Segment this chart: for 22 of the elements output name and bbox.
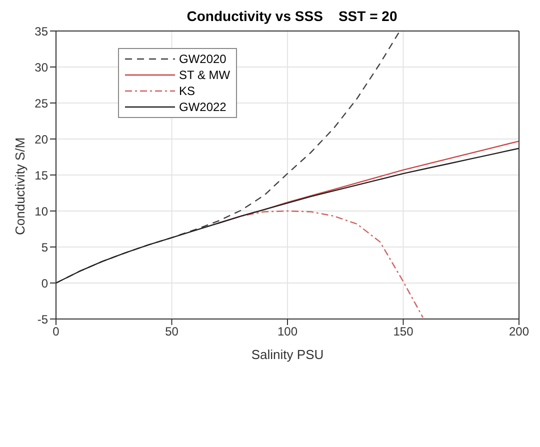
y-tick-label: 10	[34, 204, 48, 218]
y-tick-label: 25	[34, 96, 48, 110]
legend-label: GW2020	[179, 52, 226, 66]
x-tick-label: 150	[393, 324, 414, 339]
y-tick-label: 35	[34, 24, 48, 38]
legend-label: ST & MW	[179, 68, 230, 82]
chart-title: Conductivity vs SSS SST = 20	[52, 8, 532, 24]
y-tick-label: 15	[34, 168, 48, 182]
legend-label: GW2022	[179, 100, 226, 114]
x-tick-label: 200	[508, 324, 530, 339]
y-tick-label: 20	[34, 132, 48, 146]
legend-label: KS	[179, 84, 196, 98]
y-tick-label: 0	[41, 276, 48, 290]
line-series	[56, 148, 519, 284]
y-axis-title: Conductivity S/M	[12, 137, 28, 235]
y-tick-label: 30	[34, 60, 48, 74]
x-tick-label: 0	[52, 324, 60, 339]
x-tick-label: 100	[277, 324, 298, 339]
x-axis-title: Salinity PSU	[251, 347, 324, 362]
y-tick-label: -5	[37, 312, 48, 326]
x-tick-label: 50	[165, 324, 179, 339]
y-tick-label: 5	[41, 240, 48, 254]
